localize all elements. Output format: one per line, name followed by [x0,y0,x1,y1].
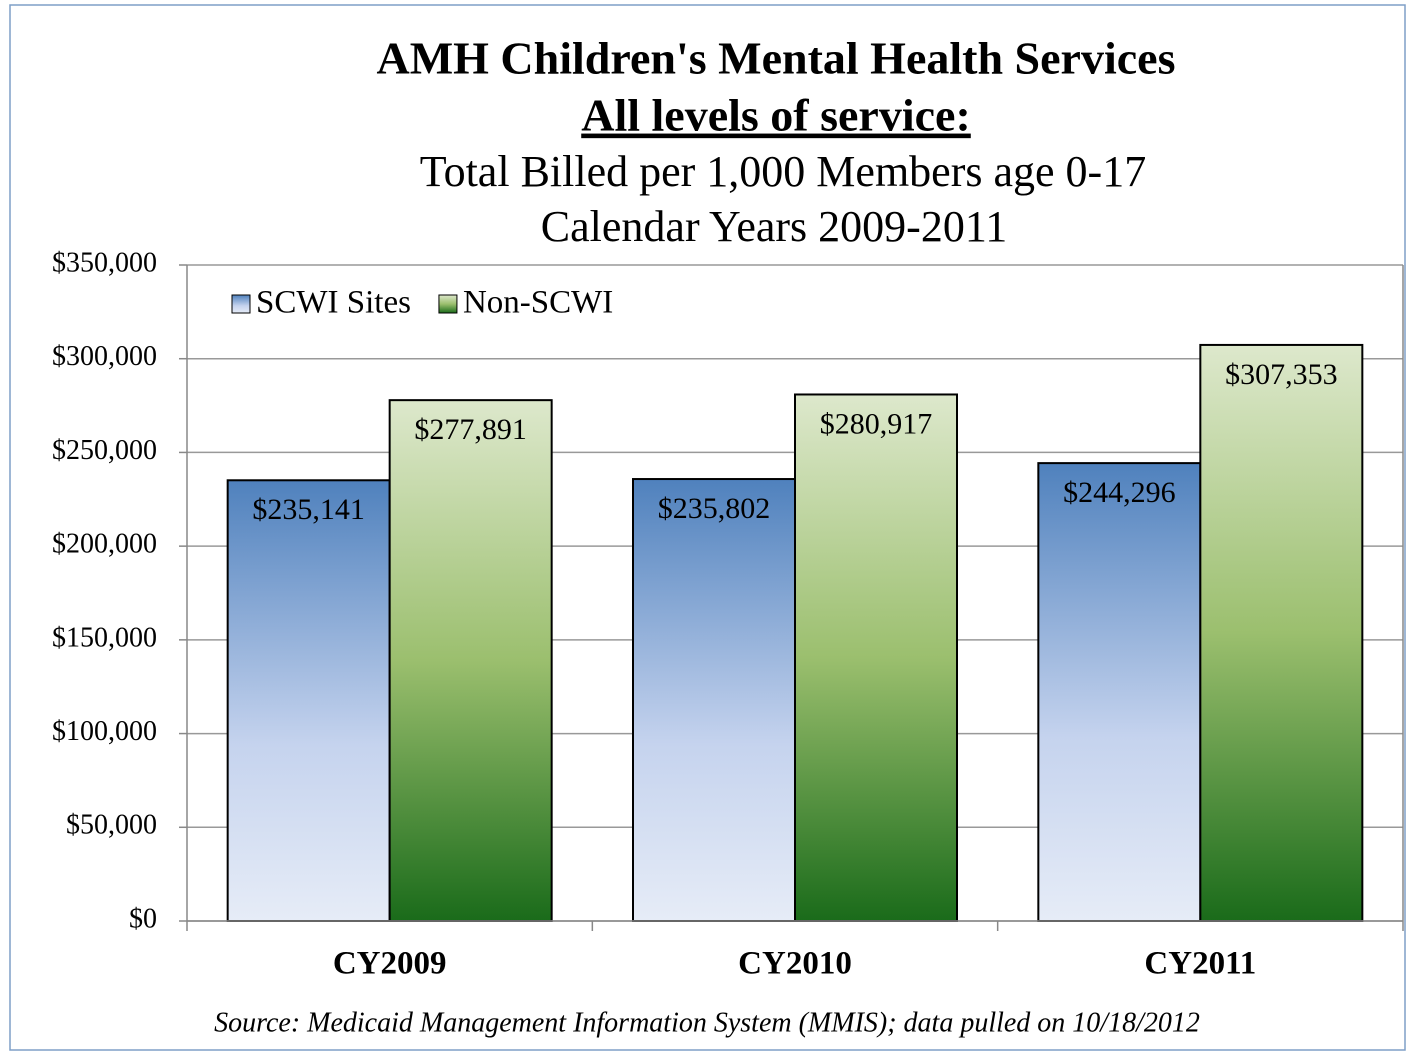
data-label: $235,802 [658,492,771,525]
chart-subtitle: Calendar Years 2009-2011 [541,202,1007,251]
y-tick-label: $250,000 [52,435,157,466]
chart-title: AMH Children's Mental Health Services [377,33,1176,84]
x-tick-label: CY2011 [1144,946,1256,982]
y-tick-label: $350,000 [52,247,157,278]
frame [9,4,1406,1051]
x-tick-label: CY2009 [333,946,447,982]
legend-label: SCWI Sites [256,285,411,321]
legend-label: Non-SCWI [463,285,613,321]
bar [1037,462,1202,922]
bar [388,399,553,922]
bar [226,479,391,922]
legend-swatch [231,294,251,314]
bar [1199,343,1364,922]
data-label: $307,353 [1225,358,1338,391]
data-label: $277,891 [414,413,527,446]
y-tick-label: $300,000 [52,341,157,372]
chart-subtitle: All levels of service: [581,90,971,141]
data-label: $280,917 [820,407,933,440]
bar [794,393,958,923]
y-tick-label: $150,000 [52,622,157,653]
y-tick-label: $0 [129,903,157,934]
data-label: $235,141 [252,493,365,526]
data-label: $244,296 [1063,476,1176,509]
legend-swatch [438,294,458,314]
source-note: Source: Medicaid Management Information … [214,1007,1200,1038]
chart-subtitle: Total Billed per 1,000 Members age 0-17 [420,147,1146,196]
y-tick-label: $100,000 [52,716,157,747]
y-tick-label: $50,000 [66,810,157,841]
x-tick-label: CY2010 [738,946,852,982]
bar [632,478,796,922]
y-tick-label: $200,000 [52,529,157,560]
